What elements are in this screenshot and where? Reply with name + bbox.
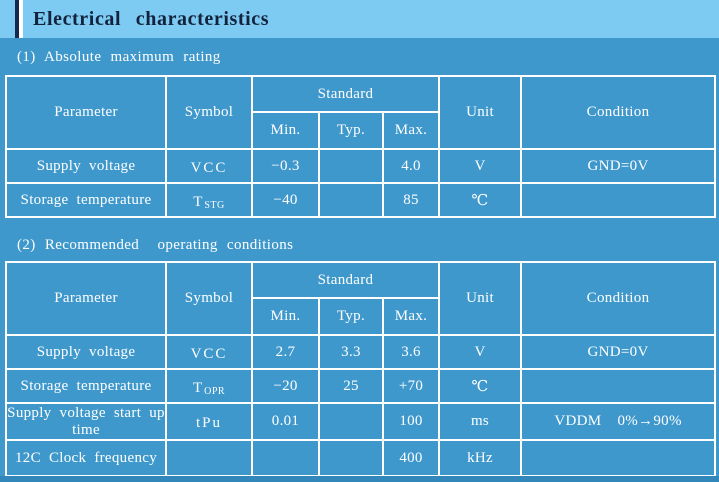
cell-condition [520,439,717,477]
header-cell-parameter: Parameter [5,75,167,150]
cell-min: 2.7 [251,334,320,370]
header-cell-typ: Typ. [318,111,384,150]
cell-min [251,439,320,477]
page-title: Electrical characteristics [33,8,270,30]
table-row: 12C Clock frequency 400 kHz [5,439,717,477]
title-band: Electrical characteristics [0,0,719,38]
symbol-text: VCC [190,159,228,176]
symbol-text: VCC [190,345,228,362]
cell-max: 85 [381,182,441,218]
cell-unit: ℃ [438,182,523,218]
header-cell-unit: Unit [438,261,523,336]
table-row: Storage temperature TSTG −40 85 ℃ [5,182,717,218]
table-subheader-row: Min. Typ. Max. [6,297,715,336]
cell-symbol [165,439,253,477]
cell-symbol: VCC [165,148,253,184]
cell-unit: V [438,148,523,184]
cell-typ [318,182,384,218]
symbol-text: T [193,193,205,210]
absolute-maximum-rating-table: Parameter Symbol Standard Unit Condition… [5,75,717,218]
symbol-subscript: STG [204,199,225,211]
cell-condition: VDDM 0%→90% [520,402,717,441]
cell-unit: ms [438,402,523,441]
cell-parameter: Supply voltage [5,148,167,184]
cell-typ [318,402,384,441]
cell-unit: kHz [438,439,523,477]
table-subheader-row: Min. Typ. Max. [6,111,715,150]
header-cell-unit: Unit [438,75,523,150]
cell-condition: GND=0V [520,334,717,370]
symbol-subscript: OPR [204,385,226,397]
cell-unit: ℃ [438,368,523,404]
title-accent-stripe [19,0,23,38]
cell-max: +70 [381,368,441,404]
cell-max: 100 [381,402,441,441]
cell-max: 400 [381,439,441,477]
header-cell-min: Min. [251,297,320,336]
header-cell-parameter: Parameter [5,261,167,336]
table-row: Supply voltage start up time tPu 0.01 10… [5,402,717,441]
table-row: Supply voltage VCC 2.7 3.3 3.6 V GND=0V [5,334,717,370]
cell-parameter: Supply voltage start up time [5,402,167,441]
symbol-text: T [192,379,205,396]
header-cell-max: Max. [381,297,441,336]
cell-min: −20 [251,368,320,404]
recommended-operating-conditions-table: Parameter Symbol Standard Unit Condition… [5,261,717,477]
table-row: Storage temperature TOPR −20 25 +70 ℃ [5,368,717,404]
cell-symbol: TOPR [165,368,253,404]
cell-parameter: Storage temperature [5,368,167,404]
symbol-text: tPu [195,415,222,431]
cell-parameter: 12C Clock frequency [5,439,167,477]
section-2-label: (2) Recommended operating conditions [17,237,294,253]
cell-min: −40 [251,182,320,218]
cell-typ [318,148,384,184]
cell-typ [318,439,384,477]
header-cell-condition: Condition [520,261,717,336]
title-accent-bar [15,0,19,38]
cell-condition [520,368,717,404]
header-cell-standard: Standard [250,75,441,113]
cell-typ: 25 [318,368,384,404]
header-cell-condition: Condition [520,75,717,150]
cell-unit: V [438,334,523,370]
header-cell-symbol: Symbol [165,261,253,336]
header-cell-standard: Standard [250,261,441,299]
cell-condition: GND=0V [520,148,717,184]
cell-typ: 3.3 [318,334,384,370]
bottom-edge-strip [0,476,719,482]
cell-symbol: tPu [165,402,253,441]
header-cell-typ: Typ. [318,297,384,336]
header-cell-symbol: Symbol [165,75,253,150]
cell-max: 3.6 [381,334,441,370]
header-cell-min: Min. [251,111,320,150]
cell-min: −0.3 [251,148,320,184]
header-cell-max: Max. [381,111,441,150]
cell-max: 4.0 [381,148,441,184]
cell-min: 0.01 [251,402,320,441]
cell-symbol: TSTG [165,182,253,218]
table-row: Supply voltage VCC −0.3 4.0 V GND=0V [5,148,717,184]
cell-condition [520,182,717,218]
table-header-row: Parameter Symbol Standard Unit Condition [5,261,717,336]
table-header-row: Parameter Symbol Standard Unit Condition [5,75,717,150]
cell-parameter: Storage temperature [5,182,167,218]
cell-parameter: Supply voltage [5,334,167,370]
section-1-label: (1) Absolute maximum rating [17,49,221,65]
cell-symbol: VCC [165,334,253,370]
